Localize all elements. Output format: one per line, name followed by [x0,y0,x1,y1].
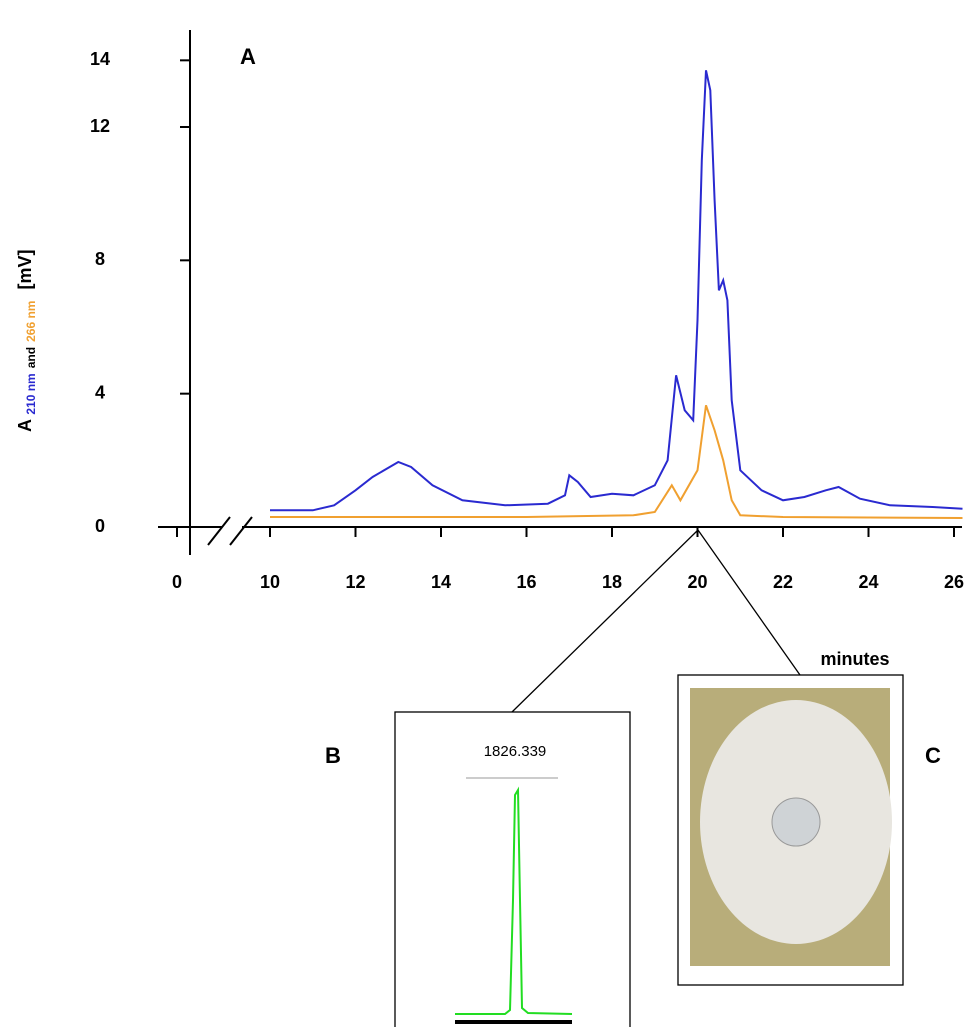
spectrum [455,786,573,1015]
y-tick-label: 8 [95,249,105,269]
x-tick-label: 0 [172,572,182,592]
legend-entry: 266 nm [24,301,38,342]
inset-label: B [325,743,341,768]
y-axis-label: A 210 nm and 266 nm [mV] [15,250,41,432]
y-tick-label: 0 [95,516,105,536]
y-tick-label: 12 [90,116,110,136]
x-tick-label: 24 [858,572,878,592]
connector [697,529,801,676]
y-label-and: and [24,347,38,368]
y-label-unit: [mV] [15,250,35,290]
y-tick-label: 14 [90,49,110,69]
panel-label: A [240,44,256,69]
y-tick-label: 4 [95,382,105,402]
x-tick-label: 16 [516,572,536,592]
x-tick-label: 18 [602,572,622,592]
x-tick-label: 10 [260,572,280,592]
inset-label: C [925,743,941,768]
x-tick-label: 12 [345,572,365,592]
legend-entry: 210 nm [24,373,38,414]
x-tick-label: 20 [687,572,707,592]
x-tick-label: 14 [431,572,451,592]
axis-break [207,516,231,546]
axis-break [229,516,253,546]
inset-b-frame [394,711,631,1027]
x-tick-label: 22 [773,572,793,592]
well [771,797,821,847]
x-tick-label: 26 [944,572,964,592]
series-line [270,70,963,512]
peak-label: 1826.339 [484,743,547,760]
series-line [270,404,963,519]
x-axis-label: minutes [820,649,889,669]
connector [511,529,699,713]
y-label-a: A [15,419,35,432]
